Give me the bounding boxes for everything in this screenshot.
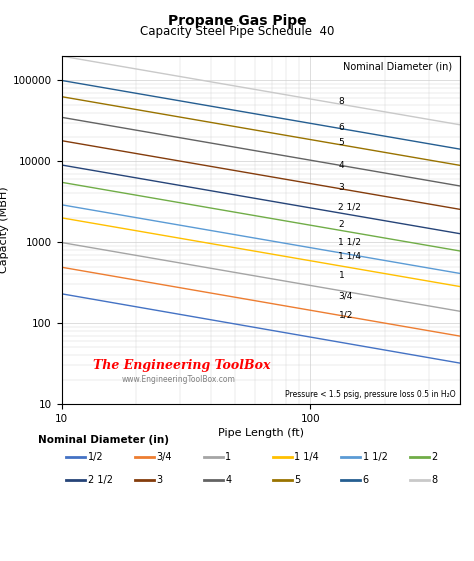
Text: 2: 2 xyxy=(338,220,344,229)
Text: 1 1/2: 1 1/2 xyxy=(363,452,387,462)
Text: www.EngineeringToolBox.com: www.EngineeringToolBox.com xyxy=(121,375,235,384)
Text: 8: 8 xyxy=(338,97,344,106)
Text: 1 1/4: 1 1/4 xyxy=(294,452,319,462)
Text: The Engineering ToolBox: The Engineering ToolBox xyxy=(93,359,271,372)
Text: 2 1/2: 2 1/2 xyxy=(88,475,113,485)
Text: 4: 4 xyxy=(225,475,231,485)
Text: Capacity Steel Pipe Schedule  40: Capacity Steel Pipe Schedule 40 xyxy=(140,25,334,38)
Text: 3: 3 xyxy=(156,475,163,485)
Text: 1: 1 xyxy=(225,452,231,462)
Text: 1 1/2: 1 1/2 xyxy=(338,238,362,247)
Text: 1 1/4: 1 1/4 xyxy=(338,252,362,261)
Text: 3: 3 xyxy=(338,182,344,192)
Text: 6: 6 xyxy=(363,475,369,485)
Text: 3/4: 3/4 xyxy=(156,452,172,462)
Text: 5: 5 xyxy=(294,475,300,485)
Y-axis label: Capacity (MBH): Capacity (MBH) xyxy=(0,187,9,273)
Text: Propane Gas Pipe: Propane Gas Pipe xyxy=(168,14,306,28)
Text: Nominal Diameter (in): Nominal Diameter (in) xyxy=(38,435,169,445)
Text: 1/2: 1/2 xyxy=(338,311,353,320)
Text: Nominal Diameter (in): Nominal Diameter (in) xyxy=(343,61,452,71)
Text: 3/4: 3/4 xyxy=(338,292,353,301)
Text: 1/2: 1/2 xyxy=(88,452,103,462)
Text: 8: 8 xyxy=(431,475,438,485)
Text: Pressure < 1.5 psig, pressure loss 0.5 in H₂O: Pressure < 1.5 psig, pressure loss 0.5 i… xyxy=(285,390,456,399)
Text: 1: 1 xyxy=(338,271,344,280)
X-axis label: Pipe Length (ft): Pipe Length (ft) xyxy=(218,428,304,438)
Text: 2 1/2: 2 1/2 xyxy=(338,203,361,212)
Text: 6: 6 xyxy=(338,123,344,132)
Text: 4: 4 xyxy=(338,160,344,169)
Text: 2: 2 xyxy=(431,452,438,462)
Text: 5: 5 xyxy=(338,138,344,147)
